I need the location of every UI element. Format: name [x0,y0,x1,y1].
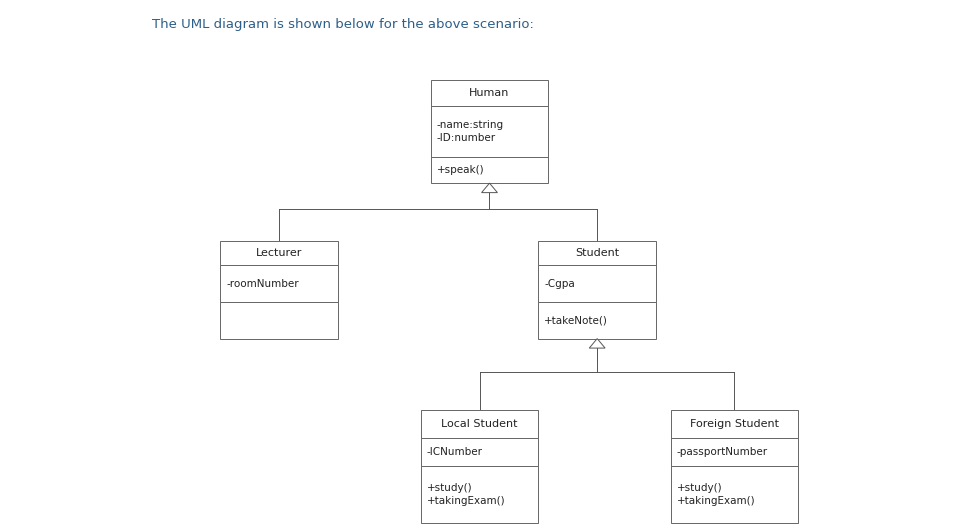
Bar [421,438,538,466]
Text: +takeNote(): +takeNote() [544,315,607,325]
Text: Human: Human [468,88,510,98]
Bar [430,106,548,158]
Text: Student: Student [574,248,619,258]
Text: Foreign Student: Foreign Student [689,419,778,429]
Text: The UML diagram is shown below for the above scenario:: The UML diagram is shown below for the a… [152,18,533,32]
Bar [421,466,538,523]
Bar [670,410,797,438]
Bar [538,266,655,302]
Bar [220,302,337,338]
Text: -name:string
-ID:number: -name:string -ID:number [436,120,504,143]
Bar [430,158,548,183]
Bar [421,410,538,438]
Text: Lecturer: Lecturer [255,248,302,258]
Text: -roomNumber: -roomNumber [226,279,298,289]
Bar [430,81,548,106]
Text: +speak(): +speak() [436,165,484,175]
Polygon shape [481,183,497,193]
Bar [220,241,337,266]
Text: -Cgpa: -Cgpa [544,279,574,289]
Text: -ICNumber: -ICNumber [426,447,482,457]
Text: -passportNumber: -passportNumber [676,447,767,457]
Bar [538,241,655,266]
Text: Local Student: Local Student [441,419,517,429]
Bar [220,266,337,302]
Text: +study()
+takingExam(): +study() +takingExam() [676,483,754,506]
Text: +study()
+takingExam(): +study() +takingExam() [426,483,505,506]
Polygon shape [589,338,604,348]
Bar [670,438,797,466]
Bar [538,302,655,338]
Bar [670,466,797,523]
